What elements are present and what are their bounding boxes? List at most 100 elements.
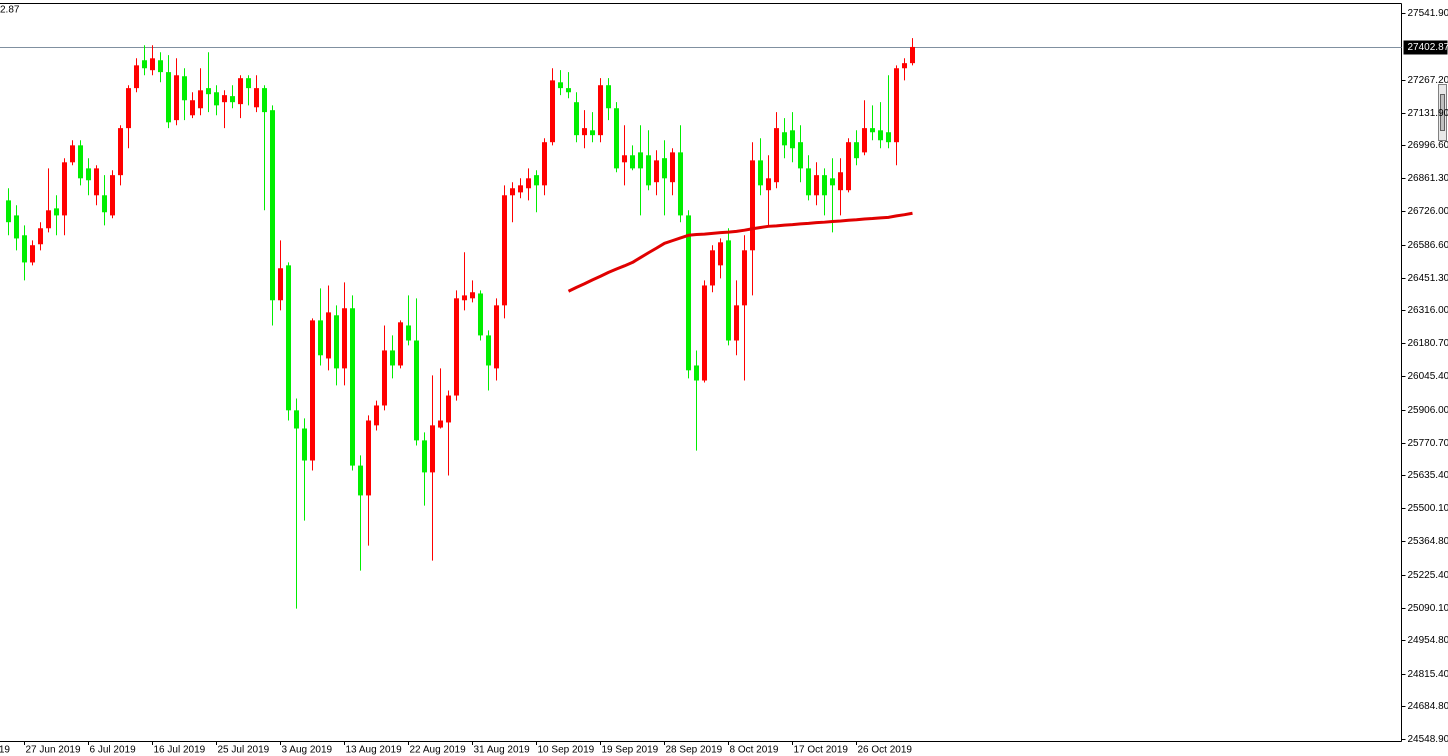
candle-body <box>94 168 99 196</box>
y-tick-label: 27131.90 <box>1408 108 1448 119</box>
candle-body <box>86 168 91 181</box>
x-tick-label: 16 Jul 2019 <box>154 745 206 756</box>
y-tick-label: 26861.30 <box>1408 173 1448 184</box>
candle-body <box>54 208 59 216</box>
last-price-box <box>1403 40 1448 55</box>
candle-body <box>270 110 275 301</box>
candle-body <box>870 128 875 133</box>
candle-body <box>230 96 235 103</box>
candle-body <box>422 440 427 473</box>
candle-body <box>430 425 435 473</box>
x-tick-label: 28 Sep 2019 <box>666 745 723 756</box>
y-tick-label: 25770.70 <box>1408 438 1448 449</box>
x-tick-label: 26 Oct 2019 <box>858 745 913 756</box>
candle-body <box>198 90 203 109</box>
candle-body <box>670 152 675 183</box>
candle-body <box>38 228 43 245</box>
candle-body <box>702 285 707 381</box>
x-tick-label: 8 Oct 2019 <box>730 745 779 756</box>
candle-body <box>766 178 771 191</box>
candle-body <box>790 130 795 149</box>
x-tick-label: 3 Aug 2019 <box>282 745 333 756</box>
scroll-widget[interactable] <box>1438 84 1447 141</box>
candle-body <box>526 178 531 189</box>
y-tick-label: 25500.10 <box>1408 503 1448 514</box>
candle-body <box>62 162 67 216</box>
x-tick-label: 31 Aug 2019 <box>474 745 531 756</box>
candle-body <box>262 88 267 113</box>
candle-body <box>246 78 251 89</box>
candle-body <box>686 215 691 371</box>
y-tick-label: 27541.90 <box>1408 8 1448 19</box>
candle-body <box>14 215 19 239</box>
candle-body <box>574 102 579 136</box>
candle-body <box>550 80 555 143</box>
candle-body <box>854 142 859 159</box>
candle-body <box>206 88 211 95</box>
candle-body <box>750 160 755 251</box>
y-tick-label: 25225.40 <box>1408 570 1448 581</box>
candle-body <box>478 293 483 336</box>
x-tick-label: 25 Jul 2019 <box>218 745 270 756</box>
candle-body <box>78 145 83 179</box>
candle-body <box>878 130 883 141</box>
candle-body <box>494 305 499 369</box>
candles <box>6 38 915 609</box>
candle-body <box>646 155 651 186</box>
candle-body <box>30 245 35 263</box>
candle-body <box>310 320 315 461</box>
candle-body <box>6 200 11 223</box>
candle-body <box>134 65 139 89</box>
candle-body <box>614 108 619 169</box>
candle-body <box>798 142 803 169</box>
corner-text: 2.87 <box>0 5 20 16</box>
candle-body <box>302 428 307 461</box>
candle-body <box>174 75 179 121</box>
candle-body <box>582 128 587 136</box>
y-tick-label: 26726.00 <box>1408 206 1448 217</box>
candle-body <box>358 465 363 496</box>
candle-body <box>142 60 147 69</box>
candle-body <box>678 152 683 216</box>
candle-body <box>182 76 187 101</box>
candle-body <box>654 160 659 183</box>
candle-body <box>590 130 595 136</box>
candle-body <box>542 142 547 186</box>
y-tick-label: 25635.40 <box>1408 470 1448 481</box>
candle-body <box>22 235 27 263</box>
x-tick-label: 22 Aug 2019 <box>410 745 467 756</box>
candle-body <box>862 128 867 153</box>
scroll-widget-thumb[interactable] <box>1440 94 1445 131</box>
candle-body <box>518 185 523 193</box>
candle-body <box>318 320 323 356</box>
y-tick-label: 25090.10 <box>1408 603 1448 614</box>
candle-body <box>566 88 571 93</box>
candle-body <box>166 72 171 123</box>
y-tick-label: 27267.20 <box>1408 75 1448 86</box>
last-price-label: 27402.87 <box>1408 42 1448 53</box>
candle-body <box>838 172 843 191</box>
candle-body <box>118 128 123 176</box>
candle-body <box>342 308 347 369</box>
x-tick-label-cut: 19 <box>0 745 10 756</box>
x-tick-label: 10 Sep 2019 <box>538 745 595 756</box>
y-tick-label: 24548.90 <box>1408 734 1448 745</box>
y-tick-label: 24954.80 <box>1408 635 1448 646</box>
candle-body <box>502 195 507 306</box>
candle-body <box>454 298 459 396</box>
candle-body <box>718 242 723 266</box>
candle-body <box>294 410 299 429</box>
candle-body <box>190 100 195 116</box>
y-tick-label: 25906.00 <box>1408 405 1448 416</box>
candle-body <box>326 312 331 359</box>
candle-body <box>406 325 411 341</box>
candle-body <box>830 178 835 186</box>
candle-body <box>910 46 915 64</box>
candle-body <box>398 322 403 366</box>
candle-body <box>774 128 779 183</box>
candle-body <box>662 158 667 179</box>
candle-body <box>414 340 419 441</box>
candle-body <box>286 265 291 411</box>
